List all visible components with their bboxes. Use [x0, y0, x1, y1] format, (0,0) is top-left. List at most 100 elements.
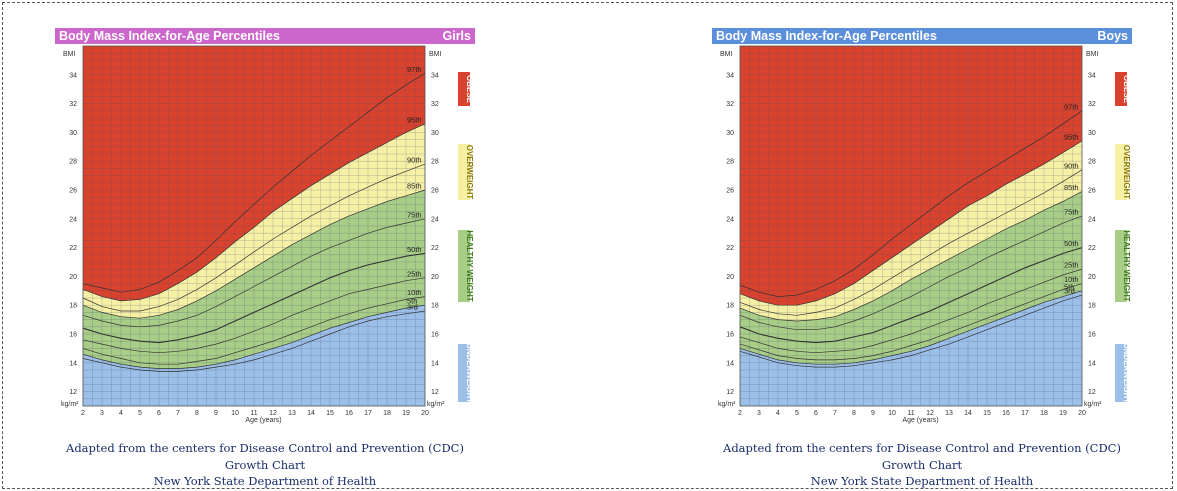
- girls-band-tag: [458, 344, 470, 402]
- boys-label-10th: 10th: [1064, 275, 1079, 284]
- girls-xtick: 12: [269, 410, 277, 417]
- boys-chart-panel: Body Mass Index-for-Age Percentiles Boys…: [712, 28, 1132, 448]
- boys-curve-25th: [739, 268, 1083, 354]
- boys-chart-subtitle: Boys: [1097, 29, 1128, 43]
- girls-band-tag: [458, 72, 470, 106]
- girls-ytick-left: 28: [69, 159, 77, 166]
- girls-ytick-left: 32: [69, 101, 77, 108]
- girls-plot-border: [82, 45, 426, 407]
- boys-label-50th: 50th: [1064, 239, 1079, 248]
- girls-ytick-left: 22: [69, 245, 77, 252]
- boys-ytick-right: 18: [1088, 303, 1096, 310]
- girls-ytick-left: 24: [69, 216, 77, 223]
- boys-ytick-left: 32: [726, 101, 734, 108]
- girls-curve-97th: [82, 73, 426, 293]
- girls-xtick: 8: [195, 410, 199, 417]
- boys-curve-95th: [739, 140, 1083, 306]
- girls-ytick-left: 20: [69, 274, 77, 281]
- girls-ylabel-right: BMI: [429, 51, 442, 58]
- boys-ytick-right: 16: [1088, 332, 1096, 339]
- boys-label-97th: 97th: [1064, 102, 1079, 111]
- girls-xtick: 4: [119, 410, 123, 417]
- girls-xtick: 6: [157, 410, 161, 417]
- boys-caption: Adapted from the centers for Disease Con…: [672, 440, 1172, 490]
- boys-ytick-left: 24: [726, 216, 734, 223]
- girls-caption-line-2: Growth Chart: [224, 457, 306, 472]
- girls-band-tag-label: HEALTHY WEIGHT: [465, 230, 474, 301]
- boys-ylabel: BMI: [720, 51, 733, 58]
- boys-xtick: 2: [738, 410, 742, 417]
- girls-xtick: 9: [214, 410, 218, 417]
- girls-caption: Adapted from the centers for Disease Con…: [15, 440, 515, 490]
- girls-xlabel: Age (years): [245, 417, 281, 424]
- boys-chart-title: Body Mass Index-for-Age Percentiles: [716, 29, 937, 43]
- boys-band-tag-label: UNDERWEIGHT: [1122, 343, 1131, 403]
- girls-curve-90th: [82, 163, 426, 312]
- girls-band-tag-label: OVERWEIGHT: [465, 145, 474, 200]
- boys-ytick-left: 20: [726, 274, 734, 281]
- boys-caption-line-1: Adapted from the centers for Disease Con…: [723, 441, 1121, 455]
- girls-xtick: 5: [138, 410, 142, 417]
- boys-xtick: 16: [1002, 410, 1010, 417]
- girls-label-85th: 85th: [407, 182, 422, 191]
- girls-xtick: 3: [100, 410, 104, 417]
- girls-ytick-right: 32: [431, 101, 439, 108]
- boys-label-25th: 25th: [1064, 261, 1079, 270]
- girls-ytick-left: 34: [69, 72, 77, 79]
- boys-ytick-left: 14: [726, 360, 734, 367]
- girls-ytick-left: 14: [69, 360, 77, 367]
- boys-xtick: 14: [964, 410, 972, 417]
- girls-xtick: 10: [231, 410, 239, 417]
- boys-ytick-right: 28: [1088, 159, 1096, 166]
- girls-ytick-right: 18: [431, 303, 439, 310]
- girls-xtick: 2: [81, 410, 85, 417]
- boys-caption-line-3: New York State Department of Health: [810, 474, 1034, 488]
- boys-xtick: 20: [1078, 410, 1086, 417]
- girls-xtick: 7: [176, 410, 180, 417]
- boys-ytick-right: 30: [1088, 130, 1096, 137]
- girls-ytick-right: 16: [431, 332, 439, 339]
- boys-ytick-right: 26: [1088, 188, 1096, 195]
- boys-unit-left: kg/m²: [718, 401, 736, 408]
- boys-band-tag: [1115, 144, 1127, 200]
- boys-xtick: 12: [926, 410, 934, 417]
- girls-label-95th: 95th: [407, 115, 422, 124]
- girls-band-tag: [458, 230, 470, 302]
- boys-xtick: 10: [888, 410, 896, 417]
- girls-xtick: 13: [288, 410, 296, 417]
- girls-chart-panel: Body Mass Index-for-Age Percentiles Girl…: [55, 28, 475, 448]
- girls-unit-left: kg/m²: [61, 401, 79, 408]
- boys-label-95th: 95th: [1064, 133, 1079, 142]
- boys-curve-90th: [739, 169, 1083, 316]
- girls-label-90th: 90th: [407, 156, 422, 165]
- boys-ytick-left: 28: [726, 159, 734, 166]
- boys-curve-50th: [739, 247, 1083, 344]
- girls-ytick-right: 12: [431, 389, 439, 396]
- boys-label-90th: 90th: [1064, 161, 1079, 170]
- girls-curve-75th: [82, 218, 426, 328]
- boys-ytick-right: 34: [1088, 72, 1096, 79]
- boys-ytick-right: 20: [1088, 274, 1096, 281]
- girls-ytick-right: 26: [431, 188, 439, 195]
- girls-xtick: 18: [383, 410, 391, 417]
- boys-label-85th: 85th: [1064, 183, 1079, 192]
- girls-xtick: 11: [250, 410, 257, 417]
- boys-band-tag: [1115, 72, 1127, 106]
- girls-label-50th: 50th: [407, 245, 422, 254]
- boys-band-tag: [1115, 230, 1127, 302]
- girls-chart-subtitle: Girls: [442, 29, 472, 43]
- girls-ytick-right: 30: [431, 130, 439, 137]
- girls-ytick-right: 14: [431, 360, 439, 367]
- girls-ytick-left: 26: [69, 188, 77, 195]
- boys-ytick-right: 24: [1088, 216, 1096, 223]
- girls-curve-50th: [82, 252, 426, 344]
- girls-ytick-right: 20: [431, 274, 439, 281]
- girls-ytick-left: 30: [69, 130, 77, 137]
- girls-caption-line-1: Adapted from the centers for Disease Con…: [66, 441, 464, 455]
- boys-ytick-right: 12: [1088, 389, 1096, 396]
- boys-ytick-left: 12: [726, 389, 734, 396]
- girls-ylabel: BMI: [63, 51, 76, 58]
- boys-label-5th: 5th: [1064, 282, 1074, 291]
- boys-xtick: 7: [833, 410, 837, 417]
